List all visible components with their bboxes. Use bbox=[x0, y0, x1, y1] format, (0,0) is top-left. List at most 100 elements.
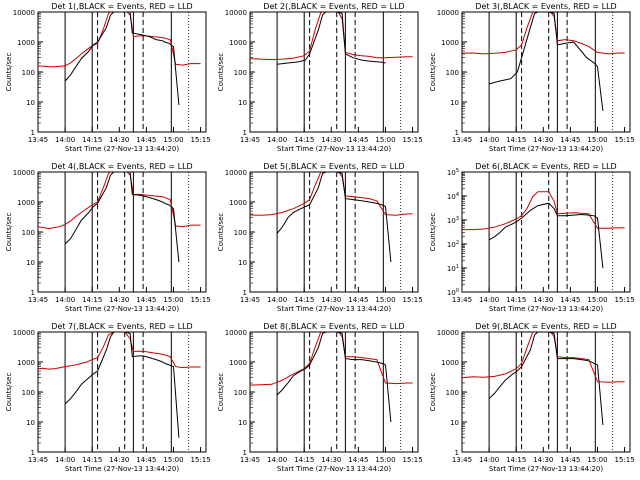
series-events-line bbox=[488, 332, 604, 425]
y-tick-label: 1 bbox=[31, 449, 35, 457]
x-tick-label: 14:15 bbox=[294, 456, 314, 464]
series-lld-line bbox=[250, 332, 413, 386]
y-tick-label: 100 bbox=[22, 389, 35, 397]
x-tick-label: 14:45 bbox=[136, 136, 156, 144]
plot-frame bbox=[249, 171, 419, 293]
y-tick-label: 1000 bbox=[17, 359, 35, 367]
x-tick-label: 14:15 bbox=[294, 136, 314, 144]
x-tick-label: 14:00 bbox=[55, 136, 75, 144]
y-tick-label: 100 bbox=[234, 389, 247, 397]
detector-panel: Det 8(,BLACK = Events, RED = LLD 1 10 100 10… bbox=[217, 322, 423, 473]
series-lld-line bbox=[38, 332, 201, 370]
series-lld-line bbox=[462, 191, 625, 231]
panel-title: Det 4(,BLACK = Events, RED = LLD bbox=[51, 162, 192, 171]
y-axis-label: Counts/sec bbox=[217, 53, 225, 92]
series-events-line bbox=[276, 172, 392, 263]
y-tick-label: 100 bbox=[22, 229, 35, 237]
detector-panel: Det 4(,BLACK = Events, RED = LLD 1 10 100 10… bbox=[5, 162, 211, 313]
x-tick-label: 13:45 bbox=[452, 136, 472, 144]
y-tick-label: 1 bbox=[31, 129, 35, 137]
y-tick-label: 100 bbox=[446, 389, 459, 397]
detector-panel: Det 7(,BLACK = Events, RED = LLD 1 10 100 10… bbox=[5, 322, 211, 473]
y-tick-label: 100 bbox=[234, 229, 247, 237]
y-tick-label: 102 bbox=[447, 240, 459, 249]
y-tick-label: 10 bbox=[238, 99, 247, 107]
x-tick-label: 15:00 bbox=[375, 136, 395, 144]
x-tick-label: 14:15 bbox=[294, 296, 314, 304]
x-tick-label: 13:45 bbox=[240, 136, 260, 144]
series-lld-line bbox=[250, 172, 413, 216]
y-tick-label: 1000 bbox=[229, 39, 247, 47]
y-tick-label: 10000 bbox=[225, 329, 247, 337]
y-axis-label: Counts/sec bbox=[429, 373, 437, 412]
y-tick-label: 103 bbox=[447, 216, 459, 225]
y-tick-label: 10000 bbox=[437, 329, 459, 337]
y-tick-label: 1 bbox=[243, 449, 247, 457]
y-tick-label: 100 bbox=[22, 69, 35, 77]
x-axis-label: Start Time (27-Nov-13 13:44:20) bbox=[489, 305, 603, 313]
y-tick-label: 10000 bbox=[225, 9, 247, 17]
detector-panel: Det 3(,BLACK = Events, RED = LLD 1 10 100 10… bbox=[429, 2, 635, 153]
series-events-line bbox=[488, 202, 604, 269]
x-tick-label: 14:30 bbox=[109, 136, 129, 144]
y-axis-label: Counts/sec bbox=[5, 373, 13, 412]
plot-frame bbox=[461, 171, 631, 293]
x-tick-label: 15:15 bbox=[614, 296, 634, 304]
y-axis-label: Counts/sec bbox=[5, 53, 13, 92]
y-tick-label: 1 bbox=[243, 129, 247, 137]
series-events-line bbox=[64, 172, 180, 263]
x-tick-label: 14:45 bbox=[348, 296, 368, 304]
x-tick-label: 14:30 bbox=[109, 296, 129, 304]
plot-frame bbox=[461, 11, 631, 133]
x-tick-label: 14:00 bbox=[479, 296, 499, 304]
x-tick-label: 14:30 bbox=[109, 456, 129, 464]
y-tick-label: 1000 bbox=[441, 39, 459, 47]
y-tick-label: 10000 bbox=[13, 169, 35, 177]
y-tick-label: 10 bbox=[26, 99, 35, 107]
x-tick-label: 14:30 bbox=[321, 456, 341, 464]
y-tick-label: 1000 bbox=[17, 39, 35, 47]
x-tick-label: 14:00 bbox=[55, 296, 75, 304]
x-axis-label: Start Time (27-Nov-13 13:44:20) bbox=[65, 465, 179, 473]
x-tick-label: 15:00 bbox=[587, 136, 607, 144]
x-axis-label: Start Time (27-Nov-13 13:44:20) bbox=[277, 145, 391, 153]
panel-title: Det 8(,BLACK = Events, RED = LLD bbox=[263, 322, 404, 331]
y-axis-label: Counts/sec bbox=[429, 213, 437, 252]
x-tick-label: 14:15 bbox=[506, 456, 526, 464]
series-events-line bbox=[276, 332, 392, 423]
x-tick-label: 15:00 bbox=[587, 296, 607, 304]
x-tick-label: 15:15 bbox=[190, 136, 210, 144]
panel-title: Det 9(,BLACK = Events, RED = LLD bbox=[475, 322, 616, 331]
plot-frame bbox=[37, 331, 207, 453]
plot-frame bbox=[461, 331, 631, 453]
series-events-line bbox=[277, 12, 386, 65]
x-tick-label: 13:45 bbox=[28, 136, 48, 144]
y-tick-label: 10 bbox=[26, 419, 35, 427]
y-tick-label: 1000 bbox=[229, 359, 247, 367]
y-tick-label: 104 bbox=[447, 192, 459, 201]
plot-frame bbox=[249, 11, 419, 133]
x-tick-label: 14:45 bbox=[348, 456, 368, 464]
y-axis-label: Counts/sec bbox=[429, 53, 437, 92]
panel-title: Det 6(,BLACK = Events, RED = LLD bbox=[475, 162, 616, 171]
x-tick-label: 15:00 bbox=[375, 296, 395, 304]
x-tick-label: 14:15 bbox=[82, 296, 102, 304]
panel-title: Det 1(,BLACK = Events, RED = LLD bbox=[51, 2, 192, 11]
x-tick-label: 15:15 bbox=[402, 136, 422, 144]
x-tick-label: 15:00 bbox=[163, 456, 183, 464]
x-tick-label: 13:45 bbox=[240, 456, 260, 464]
x-tick-label: 14:15 bbox=[82, 456, 102, 464]
x-tick-label: 14:45 bbox=[136, 296, 156, 304]
x-tick-label: 14:30 bbox=[533, 456, 553, 464]
x-tick-label: 13:45 bbox=[28, 456, 48, 464]
x-tick-label: 14:30 bbox=[533, 296, 553, 304]
x-tick-label: 13:45 bbox=[452, 296, 472, 304]
y-tick-label: 10 bbox=[450, 99, 459, 107]
x-tick-label: 14:00 bbox=[479, 456, 499, 464]
x-tick-label: 15:00 bbox=[587, 456, 607, 464]
x-tick-label: 15:15 bbox=[402, 456, 422, 464]
y-tick-label: 10 bbox=[26, 259, 35, 267]
panel-title: Det 2(,BLACK = Events, RED = LLD bbox=[263, 2, 404, 11]
x-tick-label: 14:30 bbox=[321, 296, 341, 304]
